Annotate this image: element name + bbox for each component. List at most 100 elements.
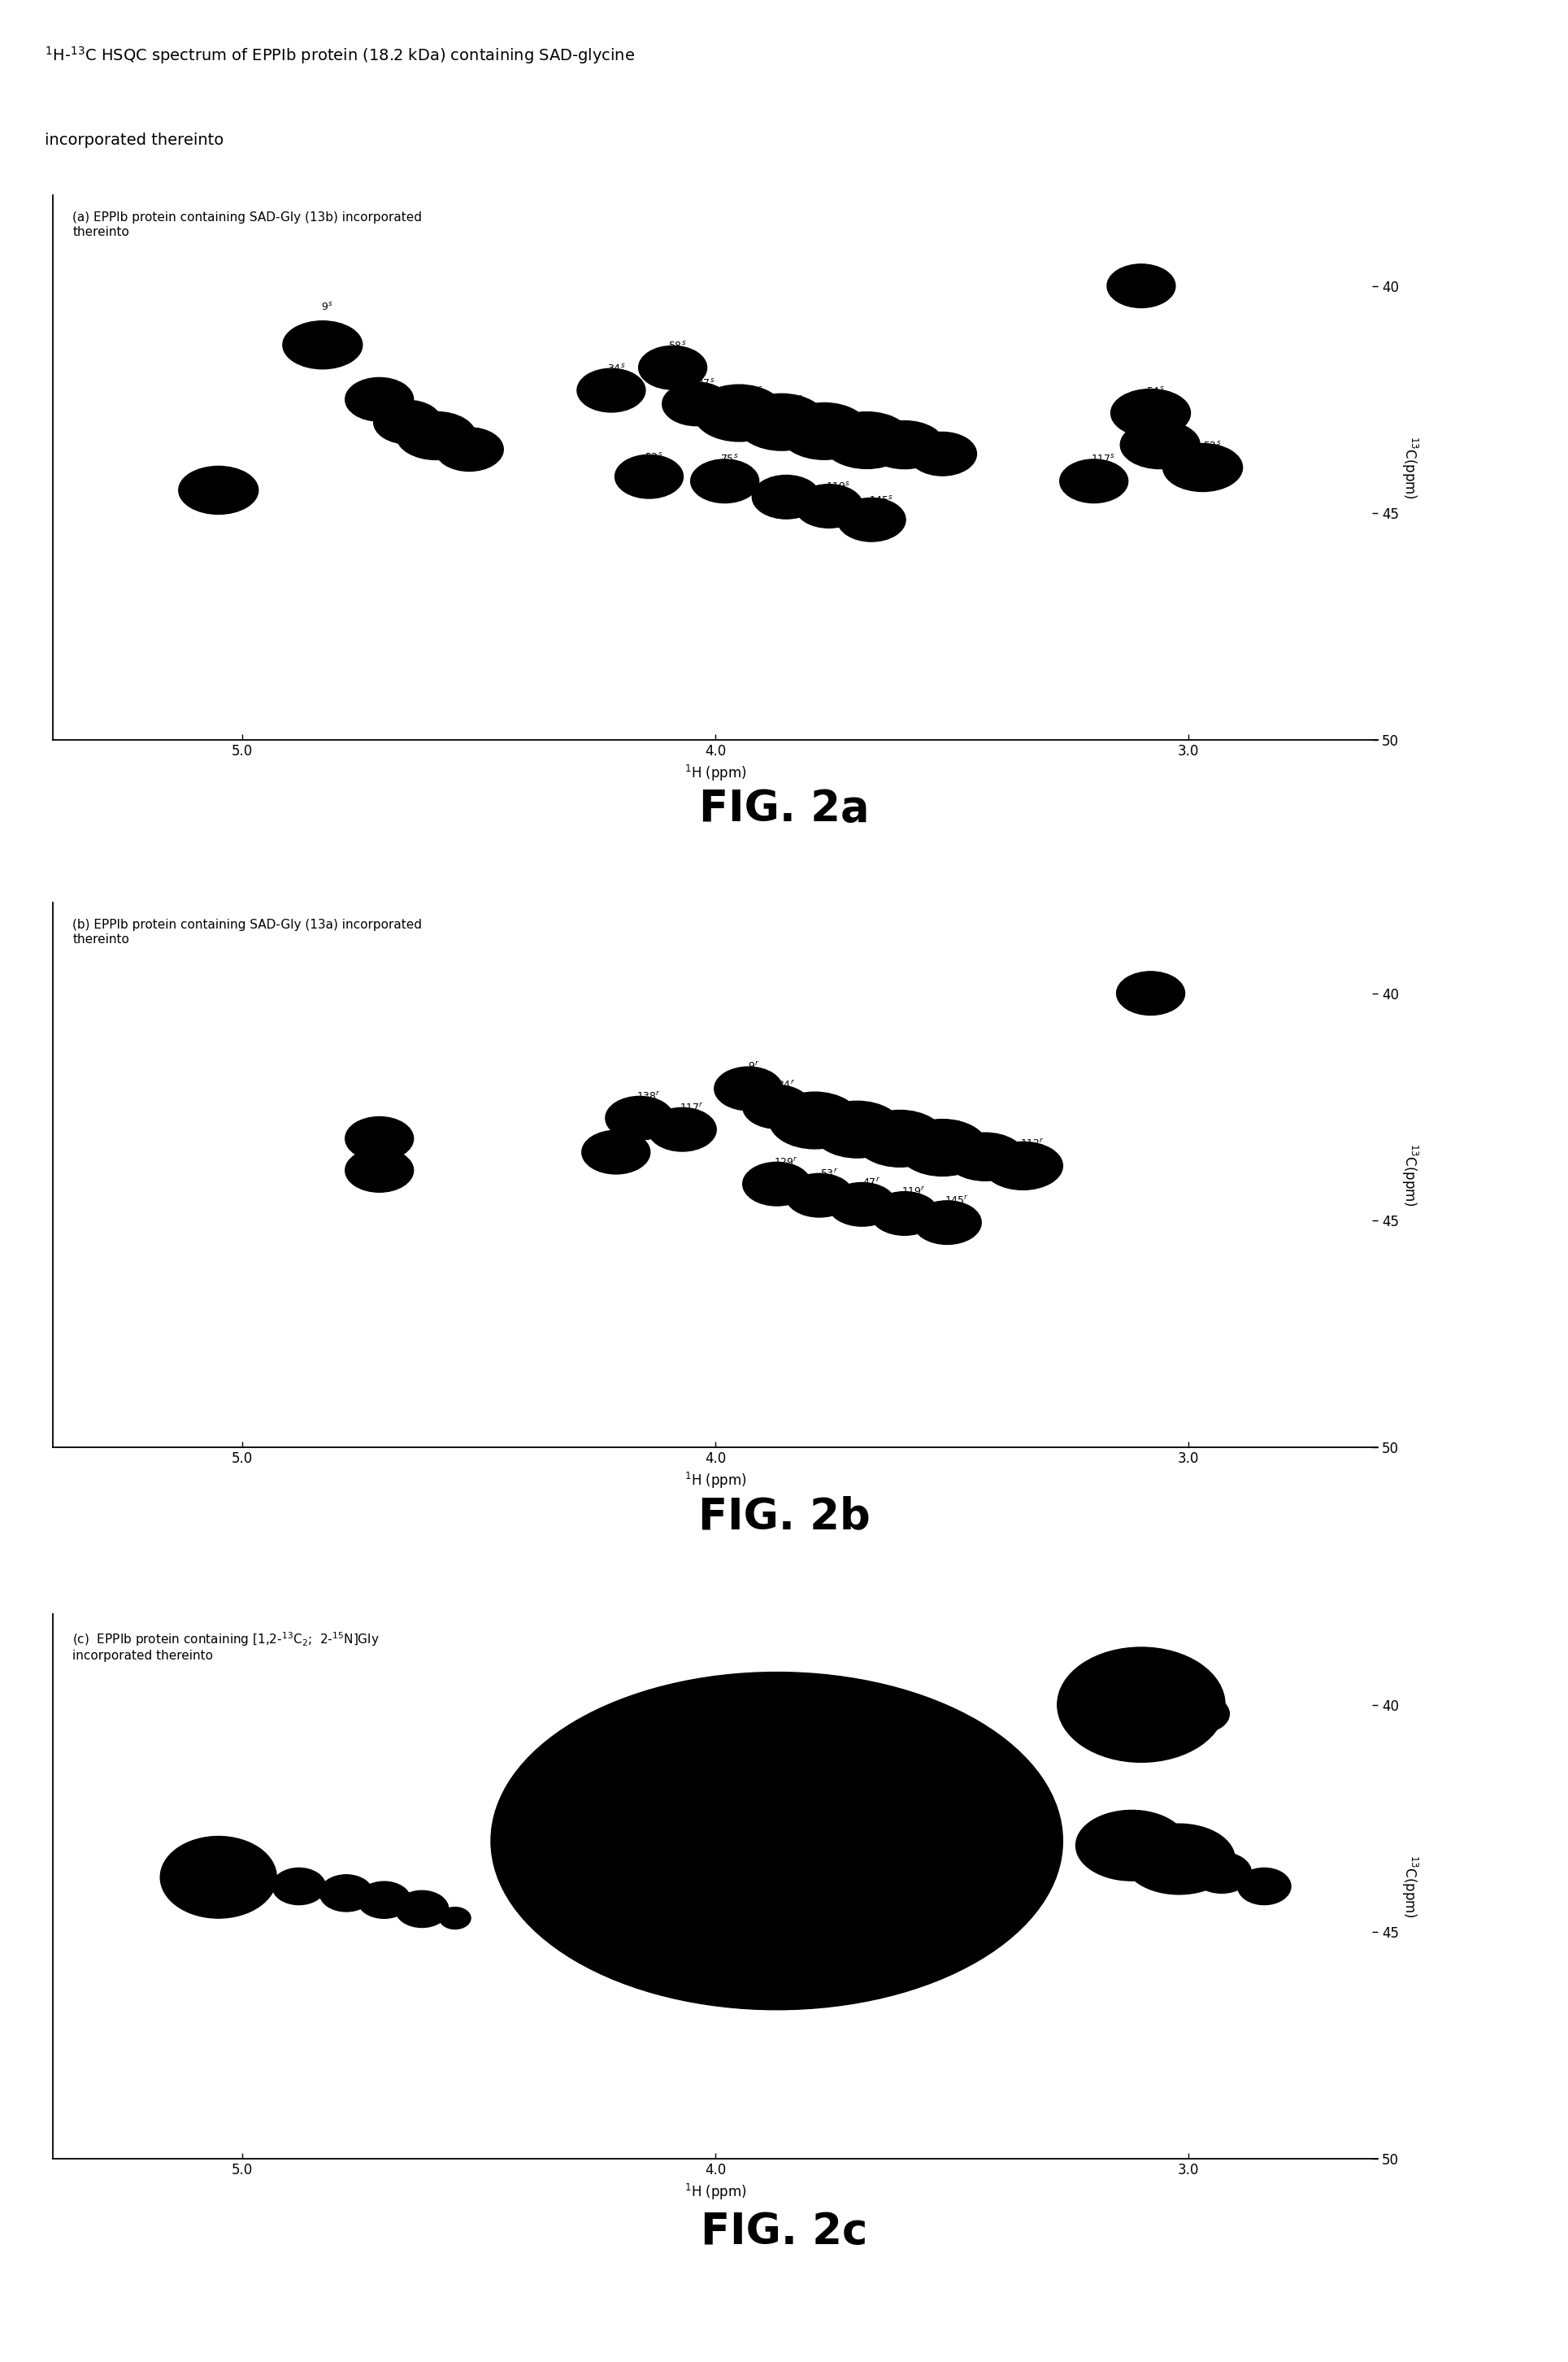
- Ellipse shape: [1124, 1694, 1157, 1717]
- Text: 142$^{r}$: 142$^{r}$: [613, 1124, 638, 1136]
- Ellipse shape: [160, 1835, 276, 1918]
- Ellipse shape: [627, 463, 671, 491]
- Ellipse shape: [867, 1831, 980, 1906]
- Ellipse shape: [593, 1753, 856, 1913]
- Ellipse shape: [988, 1873, 1030, 1899]
- Ellipse shape: [455, 439, 483, 458]
- Text: 52$^{s}$: 52$^{s}$: [1203, 439, 1221, 451]
- Ellipse shape: [1107, 1831, 1157, 1861]
- Ellipse shape: [828, 1831, 924, 1887]
- Ellipse shape: [702, 468, 746, 496]
- Ellipse shape: [753, 404, 811, 439]
- Ellipse shape: [626, 1110, 654, 1127]
- Ellipse shape: [1057, 1646, 1225, 1762]
- Ellipse shape: [1154, 1842, 1204, 1875]
- Text: 117$^{r}$: 117$^{r}$: [679, 1101, 704, 1113]
- Ellipse shape: [902, 1925, 936, 1946]
- Ellipse shape: [1110, 390, 1190, 437]
- Ellipse shape: [855, 1110, 946, 1167]
- Ellipse shape: [365, 390, 394, 409]
- Ellipse shape: [837, 498, 906, 541]
- Ellipse shape: [1135, 430, 1185, 461]
- Ellipse shape: [367, 1887, 401, 1913]
- Ellipse shape: [607, 1786, 633, 1805]
- Ellipse shape: [850, 505, 894, 534]
- Ellipse shape: [946, 1134, 1025, 1181]
- Ellipse shape: [1115, 1835, 1148, 1857]
- Text: FIG. 2c: FIG. 2c: [701, 2211, 867, 2253]
- Ellipse shape: [790, 1826, 869, 1873]
- Ellipse shape: [1007, 1155, 1040, 1176]
- Ellipse shape: [906, 1930, 931, 1944]
- Ellipse shape: [445, 1911, 466, 1925]
- Ellipse shape: [637, 1779, 812, 1885]
- Text: 58$^{s}$: 58$^{s}$: [668, 340, 687, 352]
- Ellipse shape: [405, 1897, 439, 1920]
- Ellipse shape: [886, 1845, 961, 1892]
- Text: 52$^{r}$: 52$^{r}$: [379, 1146, 398, 1157]
- Ellipse shape: [602, 1143, 630, 1162]
- Y-axis label: $^{13}$C(ppm): $^{13}$C(ppm): [1400, 437, 1419, 498]
- Ellipse shape: [632, 1729, 1027, 1970]
- Text: 81$^{r}$: 81$^{r}$: [942, 1120, 961, 1131]
- Ellipse shape: [527, 1710, 922, 1953]
- Ellipse shape: [795, 413, 853, 449]
- Ellipse shape: [726, 1075, 770, 1103]
- Ellipse shape: [803, 1835, 855, 1866]
- Ellipse shape: [762, 411, 801, 435]
- Ellipse shape: [306, 335, 339, 354]
- Ellipse shape: [795, 1108, 834, 1131]
- Ellipse shape: [762, 1899, 790, 1918]
- X-axis label: $^{1}$H (ppm): $^{1}$H (ppm): [684, 763, 746, 782]
- Ellipse shape: [1185, 1701, 1220, 1727]
- Text: 54$^{r}$: 54$^{r}$: [376, 1120, 394, 1131]
- Ellipse shape: [281, 1873, 317, 1899]
- Ellipse shape: [756, 1894, 798, 1923]
- Ellipse shape: [690, 458, 759, 503]
- Ellipse shape: [648, 1108, 717, 1150]
- Ellipse shape: [732, 1814, 822, 1868]
- Ellipse shape: [580, 1724, 974, 1958]
- Ellipse shape: [601, 1781, 641, 1809]
- Ellipse shape: [842, 1908, 902, 1946]
- Text: 119$^{r}$: 119$^{r}$: [902, 1186, 927, 1198]
- Ellipse shape: [358, 1883, 411, 1918]
- Text: $^{1}$H-$^{13}$C HSQC spectrum of EPPIb protein (18.2 kDa) containing SAD-glycin: $^{1}$H-$^{13}$C HSQC spectrum of EPPIb …: [45, 45, 635, 66]
- Ellipse shape: [909, 1840, 1022, 1913]
- Ellipse shape: [491, 1672, 1063, 2010]
- Ellipse shape: [828, 1183, 895, 1226]
- Ellipse shape: [924, 1136, 961, 1160]
- Ellipse shape: [837, 423, 895, 458]
- Ellipse shape: [296, 328, 348, 361]
- Text: 58$^{r}$: 58$^{r}$: [858, 1101, 875, 1113]
- Ellipse shape: [720, 402, 757, 425]
- Ellipse shape: [839, 1117, 877, 1141]
- Ellipse shape: [577, 368, 646, 411]
- Ellipse shape: [182, 1852, 254, 1904]
- Ellipse shape: [328, 1880, 364, 1906]
- Ellipse shape: [983, 1141, 1063, 1190]
- Ellipse shape: [762, 1174, 790, 1193]
- Ellipse shape: [372, 1892, 395, 1908]
- Text: 53$^{s}$: 53$^{s}$: [644, 451, 663, 463]
- Ellipse shape: [928, 444, 956, 463]
- Text: FIG. 2b: FIG. 2b: [698, 1495, 870, 1538]
- Ellipse shape: [950, 1866, 983, 1887]
- Ellipse shape: [591, 1776, 651, 1816]
- Ellipse shape: [804, 1816, 949, 1901]
- Ellipse shape: [742, 1797, 917, 1904]
- Ellipse shape: [994, 1878, 1022, 1894]
- Ellipse shape: [969, 1148, 1002, 1167]
- Ellipse shape: [635, 468, 663, 487]
- Ellipse shape: [1178, 451, 1228, 482]
- Ellipse shape: [858, 1918, 884, 1934]
- Ellipse shape: [754, 1094, 798, 1122]
- Ellipse shape: [768, 1795, 985, 1923]
- Text: 138$^{r}$: 138$^{r}$: [637, 1091, 662, 1103]
- Ellipse shape: [560, 1755, 776, 1883]
- Ellipse shape: [685, 1807, 764, 1857]
- Ellipse shape: [386, 409, 430, 437]
- Ellipse shape: [395, 1890, 448, 1927]
- Ellipse shape: [1142, 1835, 1217, 1883]
- Text: (b) EPPIb protein containing SAD-Gly (13a) incorporated
thereinto: (b) EPPIb protein containing SAD-Gly (13…: [72, 919, 422, 945]
